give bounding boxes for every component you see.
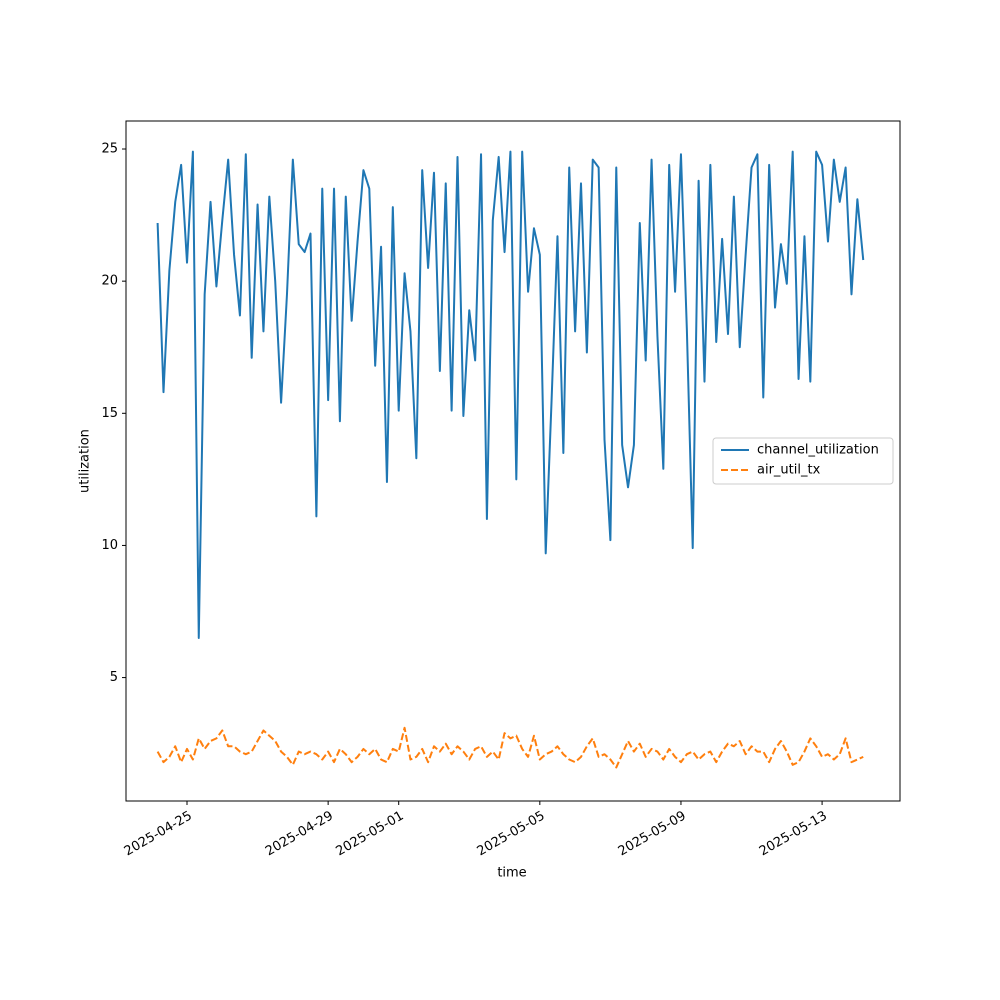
legend-label: channel_utilization (757, 443, 879, 458)
y-axis-label: utilization (78, 429, 93, 493)
data-line (156, 150, 865, 639)
axes-frame (125, 120, 901, 802)
plot-area (156, 150, 865, 769)
y-tick-label: 25 (101, 142, 118, 157)
y-tick-label: 10 (101, 538, 118, 553)
legend-label: air_util_tx (757, 463, 821, 478)
data-line (156, 726, 864, 769)
x-axis-label: time (497, 866, 526, 881)
y-tick-label: 5 (110, 670, 118, 685)
y-tick-label: 20 (101, 274, 118, 289)
y-tick-label: 15 (101, 406, 118, 421)
legend-box (712, 437, 894, 485)
